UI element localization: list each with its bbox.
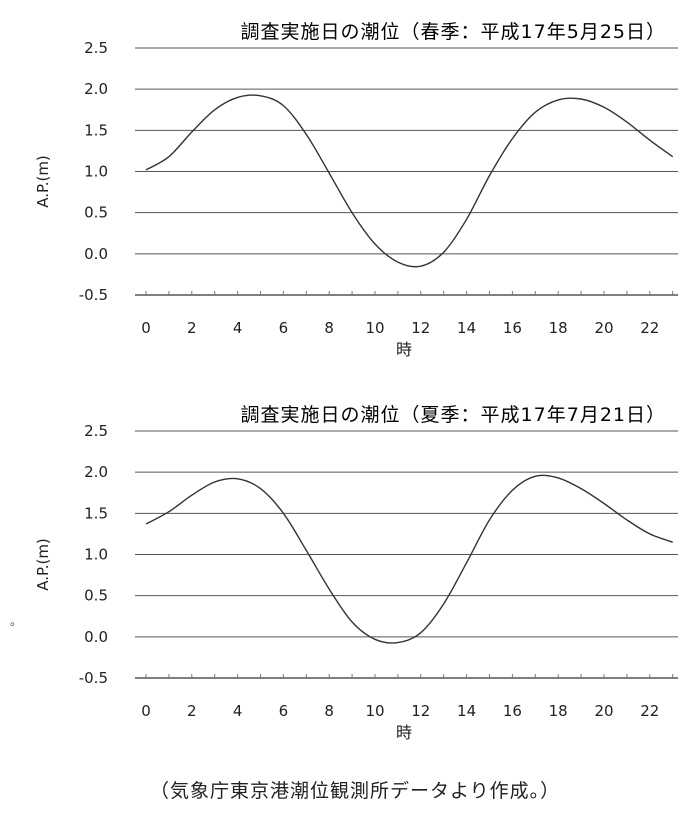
x-tick-label: 12 [411,319,430,337]
y-tick-label: 1.0 [84,546,108,564]
y-tick-label: 2.5 [84,39,108,57]
x-tick-label: 0 [141,702,151,720]
y-tick-label: 0.0 [84,245,108,263]
x-tick-label: 6 [279,702,289,720]
x-axis-label: 時 [396,723,412,742]
y-axis-label: A.P.(m) [34,538,52,591]
x-tick-label: 18 [549,702,568,720]
chart-summer: 調査実施日の潮位（夏季：平成17年7月21日） 2.5 2.0 1.5 1.0 0.5 0.… [0,383,700,768]
series-line [145,94,674,268]
y-tick-label: 0.5 [84,587,108,605]
x-tick-label: 20 [594,319,613,337]
y-tick-label: 1.5 [84,504,108,522]
x-tick-label: 22 [640,319,659,337]
y-tick-label: -0.5 [79,669,108,687]
x-tick-label: 8 [324,319,334,337]
x-tick-label: 10 [365,319,384,337]
x-tick-label: 20 [594,702,613,720]
x-tick-label: 0 [141,319,151,337]
x-tick-label: 10 [365,702,384,720]
y-axis-label: A.P.(m) [34,155,52,208]
x-tick-label: 2 [187,702,197,720]
chart-svg: 調査実施日の潮位（夏季：平成17年7月21日） 2.5 2.0 1.5 1.0 0.5 0.… [34,404,678,742]
x-tick-label: 4 [233,702,243,720]
y-tick-label: 2.0 [84,80,108,98]
x-tick-label: 2 [187,319,197,337]
x-tick-label: 14 [457,702,476,720]
x-tick-label: 16 [503,702,522,720]
chart-svg: 調査実施日の潮位（春季：平成17年5月25日） 2.5 2.0 1.5 1.0 0.5 0.… [34,21,678,359]
y-tick-label: 0.0 [84,628,108,646]
x-tick-label: 12 [411,702,430,720]
x-tick-label: 4 [233,319,243,337]
x-tick-label: 6 [279,319,289,337]
chart-title: 調査実施日の潮位（春季：平成17年5月25日） [241,21,666,43]
y-tick-label: 2.0 [84,463,108,481]
y-tick-label: 2.5 [84,422,108,440]
stray-mark: 。 [10,614,23,628]
y-tick-label: 0.5 [84,204,108,222]
x-tick-label: 18 [549,319,568,337]
x-tick-label: 16 [503,319,522,337]
series-line [145,474,673,644]
chart-spring: 調査実施日の潮位（春季：平成17年5月25日） 2.5 2.0 1.5 1.0 0.5 0.… [0,0,700,385]
x-tick-label: 14 [457,319,476,337]
x-axis-label: 時 [396,340,412,359]
chart-title: 調査実施日の潮位（夏季：平成17年7月21日） [241,404,666,426]
y-tick-label: -0.5 [79,286,108,304]
x-tick-label: 22 [640,702,659,720]
x-tick-label: 8 [324,702,334,720]
y-tick-label: 1.5 [84,121,108,139]
y-tick-label: 1.0 [84,163,108,181]
source-note: （気象庁東京港潮位観測所データより作成。） [150,780,561,802]
